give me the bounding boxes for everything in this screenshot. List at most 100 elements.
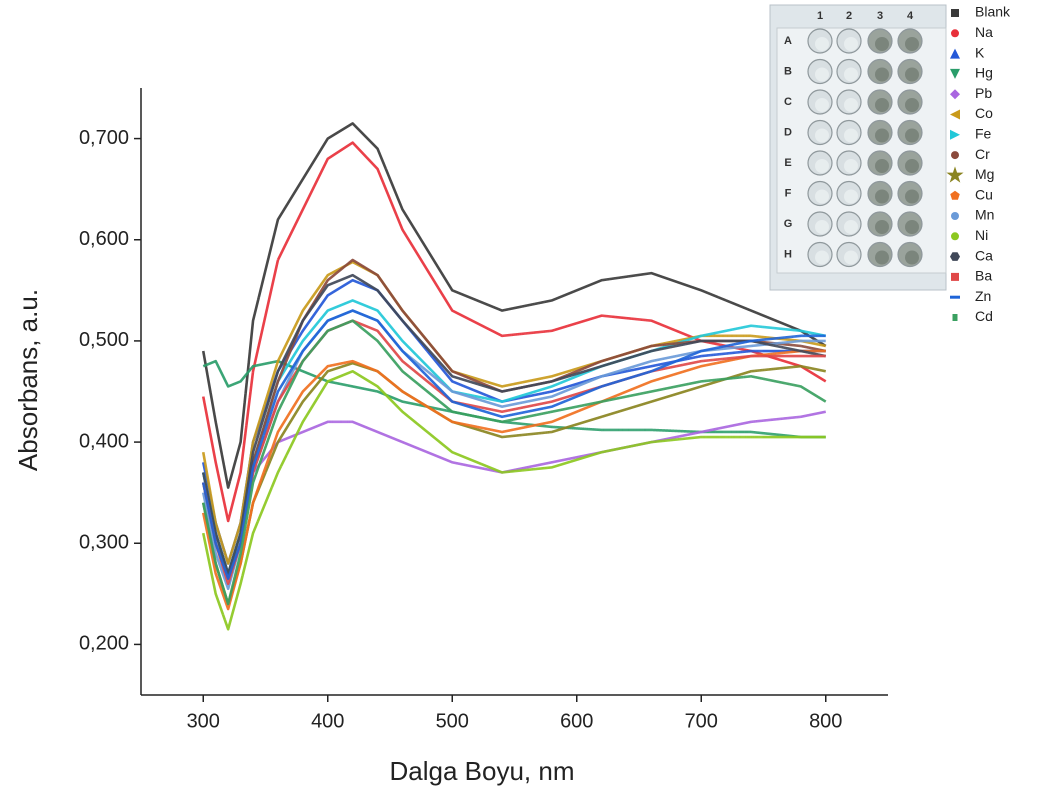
- inset-row-label: H: [784, 248, 792, 260]
- inset-column-label: 2: [846, 10, 852, 22]
- inset-well-shine: [815, 67, 829, 82]
- inset-well-shine: [815, 159, 829, 173]
- inset-row-label: A: [784, 35, 792, 47]
- inset-well-shine: [905, 250, 919, 265]
- legend-label: Co: [975, 105, 993, 121]
- inset-well-shine: [815, 128, 829, 143]
- x-tick-label: 800: [809, 710, 842, 732]
- legend-label: Hg: [975, 65, 993, 81]
- legend-marker: [950, 109, 960, 120]
- inset-well-shine: [844, 159, 858, 173]
- legend-label: Na: [975, 24, 993, 40]
- inset-wells: 1 2 3 4 A B C D E F G H: [784, 10, 923, 268]
- inset-well-shine: [875, 189, 889, 204]
- inset-well-shine: [844, 98, 858, 112]
- series-line: [201, 273, 827, 575]
- inset-well-shine: [875, 250, 889, 265]
- legend-marker: [950, 252, 960, 261]
- inset-well-shine: [844, 67, 858, 82]
- legend-marker: [951, 29, 959, 38]
- series-line: [201, 369, 826, 631]
- inset-well-shine: [905, 37, 919, 51]
- inset-well-shine: [905, 98, 919, 112]
- inset-well-shine: [905, 67, 919, 82]
- x-tick-label: 300: [187, 710, 220, 732]
- series-line: [201, 349, 826, 611]
- legend-marker: [950, 89, 960, 100]
- legend-marker: [951, 232, 959, 241]
- inset-column-label: 3: [877, 10, 883, 22]
- inset-well-shine: [844, 128, 858, 143]
- y-tick-label: 0,200: [79, 633, 129, 655]
- inset-well-shine: [815, 98, 829, 112]
- legend-marker: [951, 151, 959, 160]
- series-line: [201, 319, 827, 606]
- inset-well-shine: [875, 67, 889, 82]
- inset-well-shine: [815, 220, 829, 234]
- series-line: [201, 309, 826, 580]
- inset-well-shine: [815, 189, 829, 204]
- inset-well-shine: [905, 220, 919, 234]
- legend-label: Zn: [975, 288, 991, 304]
- legend-marker: [950, 68, 960, 79]
- x-tick-label: 600: [560, 710, 593, 732]
- inset-row-label: E: [784, 157, 791, 169]
- x-tick-label: 500: [436, 710, 469, 732]
- legend-marker: [950, 190, 960, 200]
- inset-well-shine: [875, 159, 889, 173]
- inset-well-shine: [844, 220, 858, 234]
- legend-label: Cd: [975, 308, 993, 324]
- legend-label: Ba: [975, 268, 992, 284]
- legend-label: Pb: [975, 85, 992, 101]
- inset-well-shine: [844, 189, 858, 204]
- inset-well-shine: [905, 128, 919, 143]
- inset-well-shine: [875, 37, 889, 51]
- inset-column-label: 4: [907, 10, 914, 22]
- y-tick-label: 0,600: [79, 228, 129, 250]
- legend-label: Mn: [975, 207, 994, 223]
- inset-column-label: 1: [817, 10, 823, 22]
- y-tick-label: 0,700: [79, 127, 129, 149]
- inset-well-shine: [875, 98, 889, 112]
- inset-row-label: C: [784, 96, 792, 108]
- legend-label: Blank: [975, 4, 1011, 20]
- inset-well-shine: [905, 189, 919, 204]
- inset-row-label: F: [785, 187, 792, 199]
- y-tick-label: 0,400: [79, 430, 129, 452]
- inset-well-shine: [815, 250, 829, 265]
- legend-marker: [950, 48, 960, 59]
- legend-marker: [950, 295, 960, 299]
- x-tick-label: 400: [311, 710, 344, 732]
- y-tick-label: 0,300: [79, 532, 129, 554]
- legend-label: Ca: [975, 247, 993, 263]
- legend-marker: [952, 314, 958, 321]
- inset-well-shine: [875, 128, 889, 143]
- inset-plate-inner: [776, 27, 947, 274]
- y-axis-title: Absorbans, a.u.: [13, 289, 43, 471]
- inset-row-label: G: [784, 218, 793, 230]
- inset-well-shine: [875, 220, 889, 234]
- inset-row-label: B: [784, 65, 792, 77]
- legend-marker: [946, 166, 964, 183]
- x-axis-title: Dalga Boyu, nm: [390, 756, 575, 786]
- legend-label: Fe: [975, 126, 992, 142]
- x-tick-label: 700: [685, 710, 718, 732]
- series-line: [201, 122, 827, 489]
- legend-label: Cr: [975, 146, 990, 162]
- series-line: [202, 359, 826, 439]
- legend-label: Mg: [975, 166, 994, 182]
- legend-marker: [951, 212, 959, 220]
- inset-well-shine: [815, 37, 829, 51]
- inset-well-shine: [844, 37, 858, 51]
- legend-label: Ni: [975, 227, 988, 243]
- legend-label: Cu: [975, 186, 993, 202]
- y-tick-label: 0,500: [79, 329, 129, 351]
- inset-well-shine: [844, 250, 858, 265]
- inset-well-shine: [905, 159, 919, 173]
- legend-label: K: [975, 44, 985, 60]
- legend-marker: [951, 272, 959, 281]
- legend-marker: [950, 129, 960, 140]
- inset-row-label: D: [784, 126, 792, 138]
- legend-marker: [951, 9, 959, 17]
